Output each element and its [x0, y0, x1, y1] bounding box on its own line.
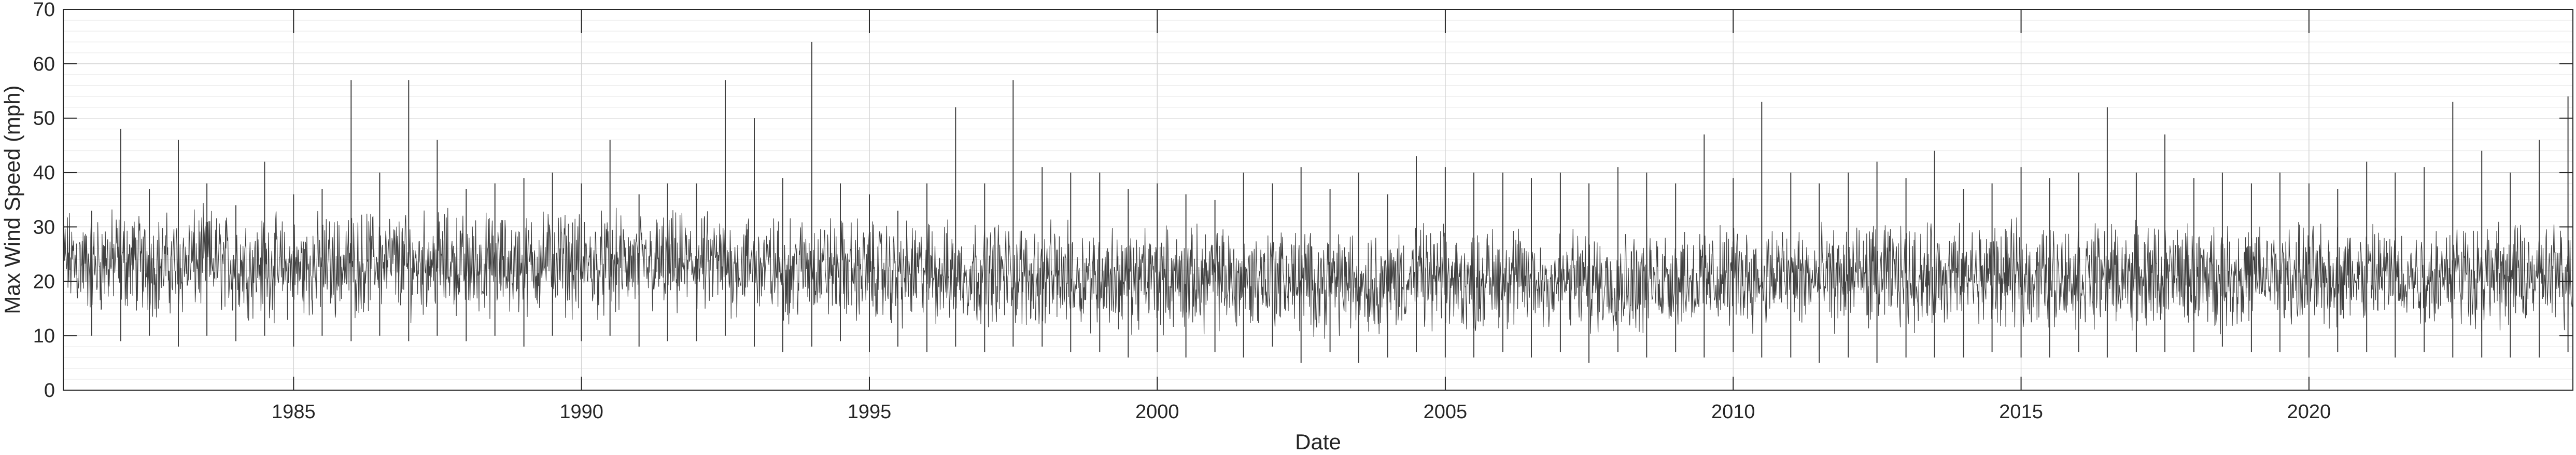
y-tick-label: 60	[33, 53, 55, 75]
x-tick-label: 2000	[1135, 401, 1179, 423]
y-axis-title: Max Wind Speed (mph)	[0, 85, 24, 314]
minor-grid	[63, 20, 2573, 380]
x-tick-label: 2005	[1424, 401, 1468, 423]
x-tick-label: 2010	[1711, 401, 1755, 423]
x-tick-label: 1995	[848, 401, 892, 423]
y-tick-label: 30	[33, 216, 55, 238]
y-tick-label: 70	[33, 0, 55, 21]
x-tick-label: 1985	[272, 401, 316, 423]
series-extremes	[63, 42, 2569, 363]
x-tick-label: 1990	[559, 401, 603, 423]
y-tick-label: 10	[33, 325, 55, 347]
y-tick-labels: 0 10 20 30 40 50 60 70	[33, 0, 55, 402]
x-axis-title: Date	[1295, 430, 1341, 454]
x-tick-labels: 1985 1990 1995 2000 2005 2010 2015 2020	[272, 401, 2331, 423]
y-tick-label: 50	[33, 108, 55, 130]
x-tick-label: 2015	[1999, 401, 2043, 423]
series-layer	[63, 42, 2573, 363]
x-tick-label: 2020	[2287, 401, 2331, 423]
major-grid	[63, 9, 2573, 391]
series-line	[63, 203, 2573, 339]
plot-frame	[63, 9, 2573, 391]
axis-ticks	[63, 9, 2573, 391]
y-tick-label: 40	[33, 162, 55, 184]
y-tick-label: 20	[33, 271, 55, 293]
y-tick-label: 0	[44, 380, 55, 402]
